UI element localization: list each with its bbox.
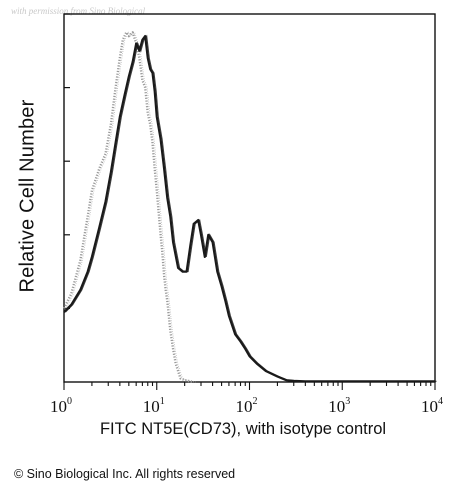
x-tick-label: 103 xyxy=(328,396,350,416)
watermark: with permission from Sino Biological xyxy=(11,6,146,16)
series-line-1-texture xyxy=(65,34,437,382)
plot-frame xyxy=(63,13,436,383)
x-tick-label: 101 xyxy=(143,396,165,416)
x-tick-label: 100 xyxy=(50,396,72,416)
x-tick-label: 104 xyxy=(421,396,443,416)
copyright-notice: © Sino Biological Inc. All rights reserv… xyxy=(14,467,236,481)
y-axis-label: Relative Cell Number xyxy=(16,99,39,293)
x-tick-label: 102 xyxy=(236,396,258,416)
series-line-0-texture xyxy=(65,31,196,383)
x-axis-label: FITC NT5E(CD73), with isotype control xyxy=(99,420,387,438)
series-line-0 xyxy=(62,31,194,384)
y-axis-ticks xyxy=(64,13,70,309)
x-tick-labels: 100 101 102 103 104 xyxy=(50,396,443,416)
series-layer xyxy=(62,31,437,384)
x-axis-ticks xyxy=(63,382,436,390)
series-line-1 xyxy=(63,35,435,383)
